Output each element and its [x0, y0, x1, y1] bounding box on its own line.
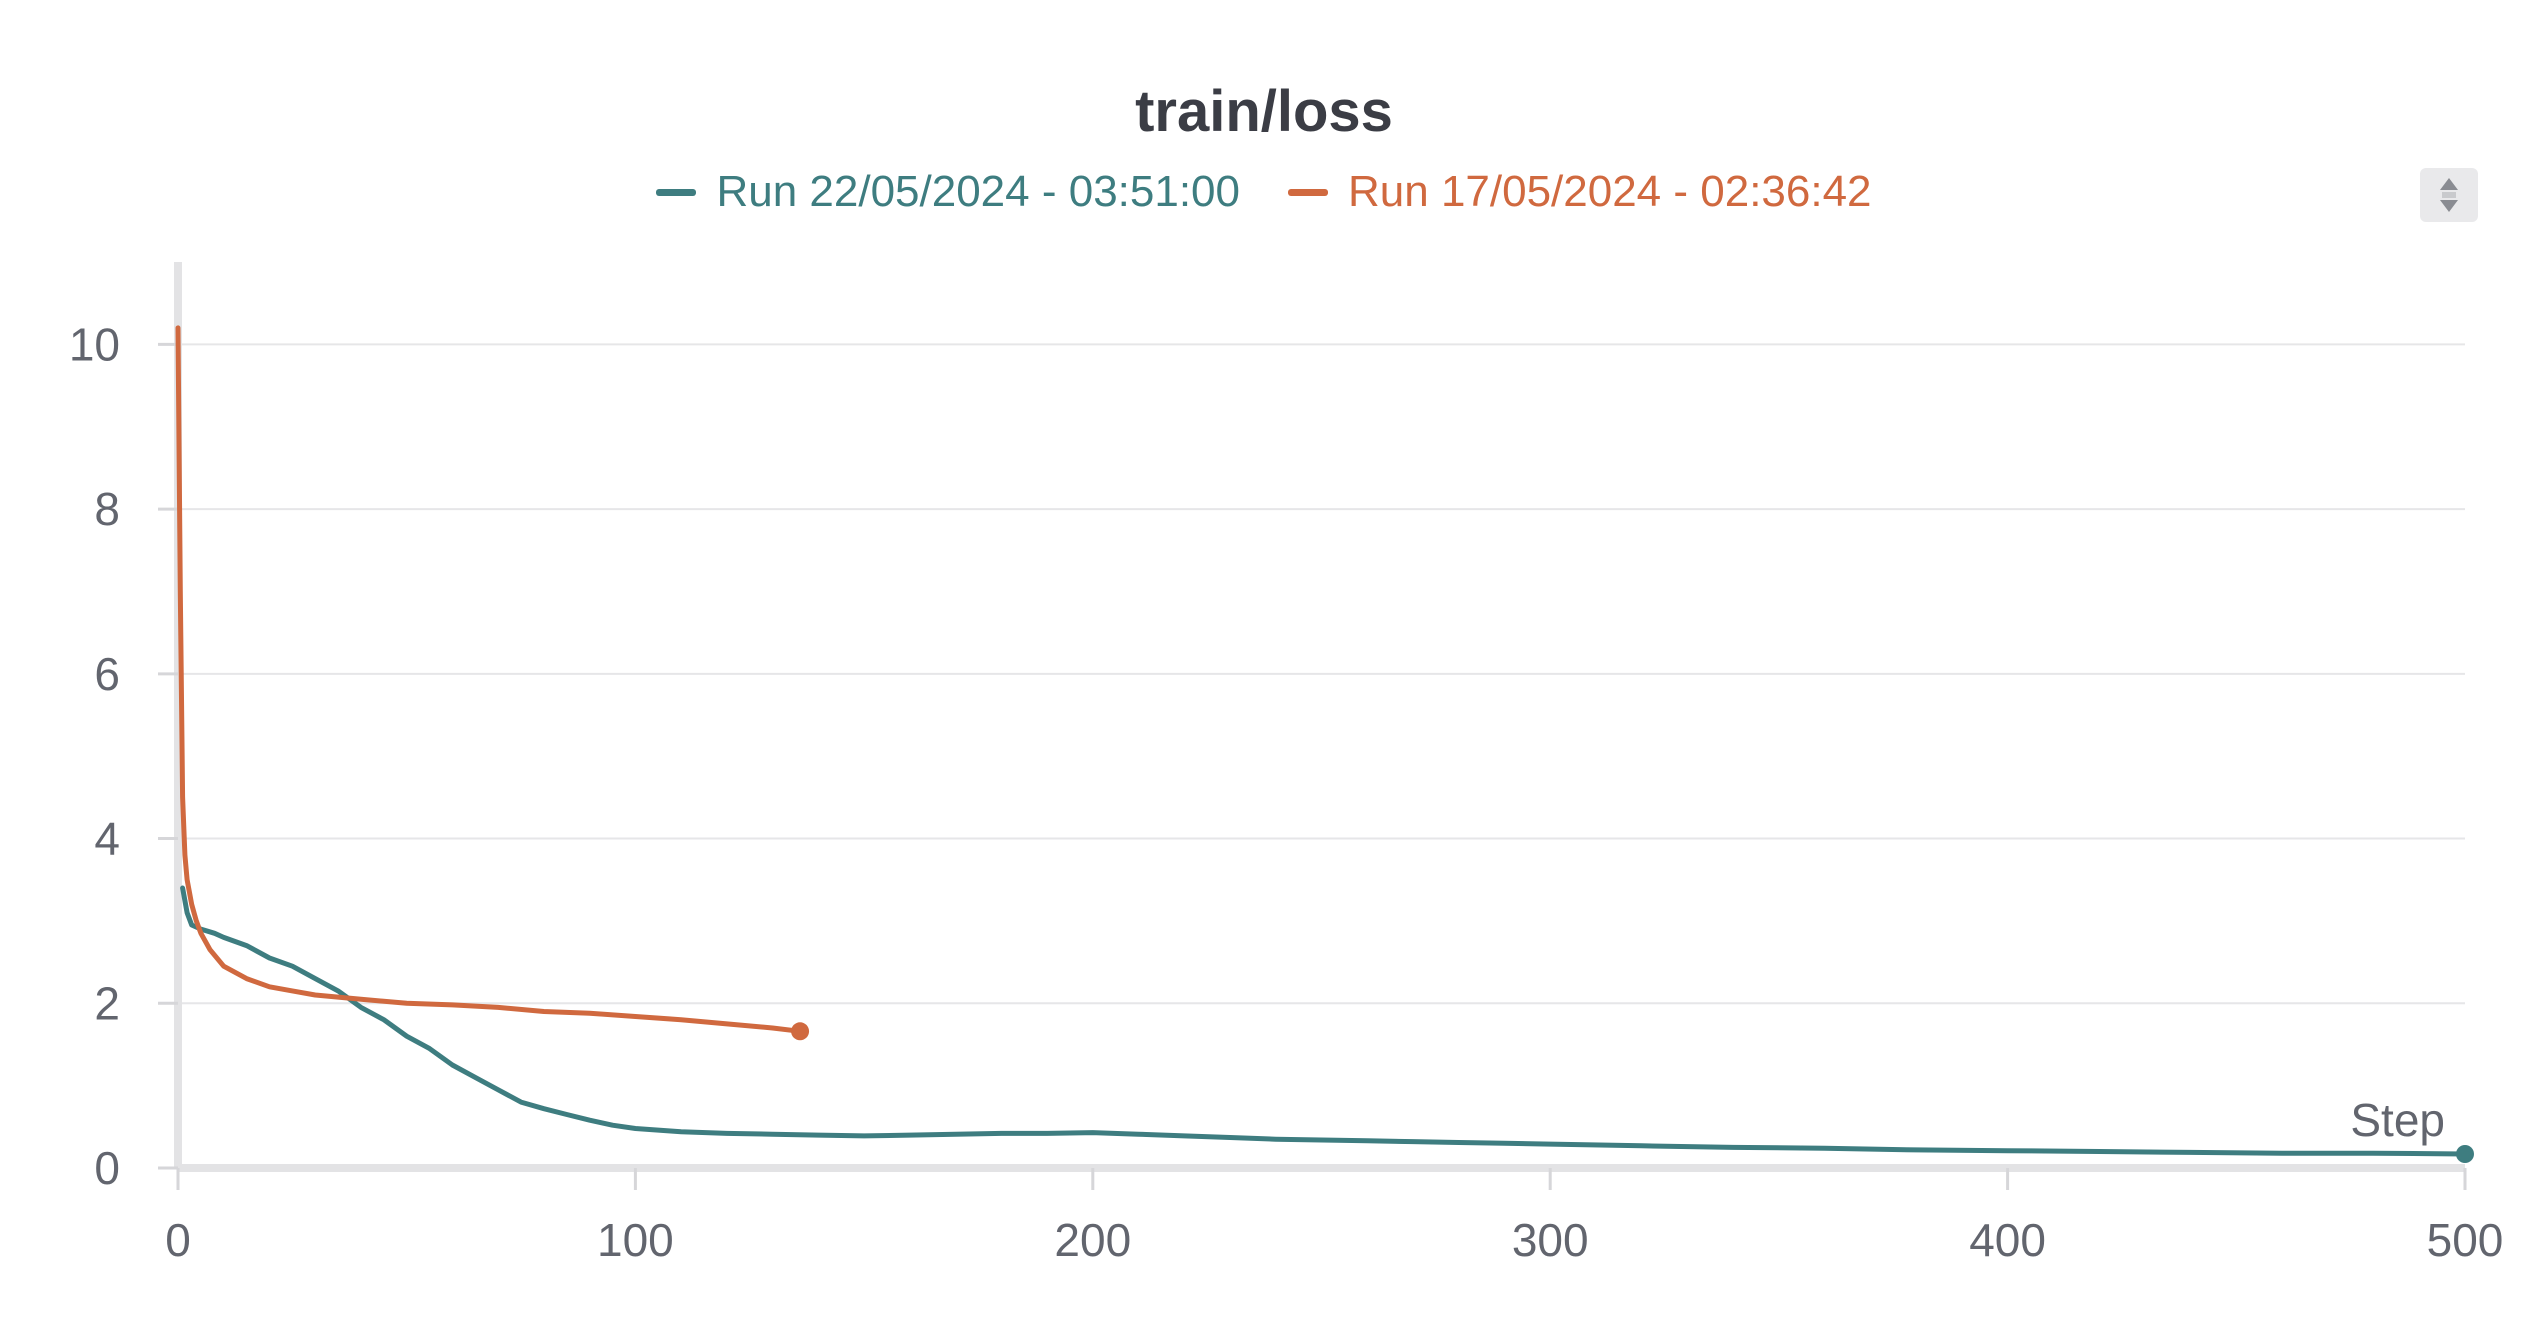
series-line-1[interactable] — [180, 885, 2468, 1157]
y-tick-label-8: 8 — [94, 483, 120, 535]
expand-collapse-icon[interactable] — [2420, 168, 2478, 222]
series-end-marker-2[interactable] — [791, 1022, 810, 1041]
x-tick-label-0: 0 — [165, 1214, 191, 1266]
x-tick-label-300: 300 — [1512, 1214, 1589, 1266]
series-line-2[interactable] — [175, 325, 803, 1034]
legend-item-run-2[interactable]: Run 17/05/2024 - 02:36:42 — [1288, 162, 1872, 222]
y-tick-label-4: 4 — [94, 813, 120, 865]
legend-swatch-run-1 — [656, 188, 697, 196]
legend-label-run-1: Run 22/05/2024 - 03:51:00 — [716, 167, 1240, 216]
legend-label-run-2: Run 17/05/2024 - 02:36:42 — [1348, 167, 1872, 216]
y-tick-label-10: 10 — [69, 318, 120, 370]
legend-swatch-run-2 — [1288, 188, 1328, 196]
y-tick-label-6: 6 — [94, 648, 120, 700]
series-end-marker-1[interactable] — [2456, 1144, 2474, 1163]
x-tick-label-400: 400 — [1969, 1214, 2046, 1266]
y-tick-label-2: 2 — [94, 977, 120, 1029]
y-tick-label-0: 0 — [94, 1142, 120, 1194]
legend-item-run-1[interactable]: Run 22/05/2024 - 03:51:00 — [656, 162, 1240, 222]
x-axis-label: Step — [2350, 1094, 2445, 1146]
chart-title: train/loss — [1135, 79, 1393, 144]
legend: Run 22/05/2024 - 03:51:00 Run 17/05/2024… — [0, 162, 2528, 222]
x-tick-label-200: 200 — [1054, 1214, 1131, 1266]
x-tick-label-500: 500 — [2427, 1214, 2504, 1266]
x-tick-label-100: 100 — [597, 1214, 674, 1266]
